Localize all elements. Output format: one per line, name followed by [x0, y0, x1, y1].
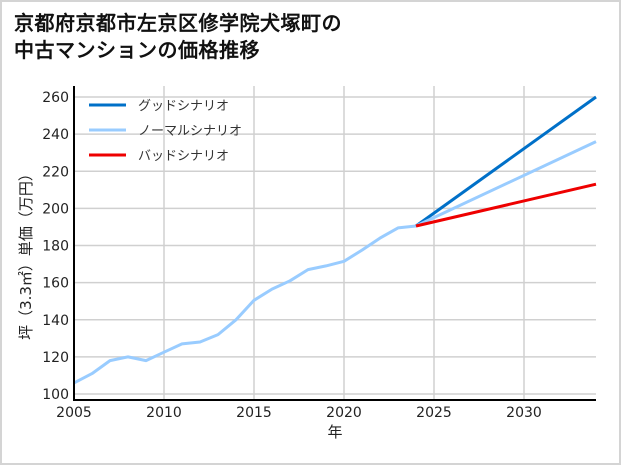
x-tick-label: 2025 — [416, 405, 452, 421]
legend-label-2: バッドシナリオ — [138, 149, 229, 164]
title-line-2: 中古マンションの価格推移 — [14, 38, 260, 62]
y-tick-label: 220 — [42, 164, 69, 180]
y-tick-label: 160 — [42, 276, 69, 292]
chart-title: 京都府京都市左京区修学院犬塚町の 中古マンションの価格推移 — [14, 10, 342, 64]
series-line-1 — [415, 95, 597, 228]
y-tick-label: 180 — [42, 239, 69, 255]
x-tick-label: 2010 — [146, 405, 182, 421]
y-tick-label: 140 — [42, 313, 69, 329]
legend-label-1: ノーマルシナリオ — [138, 124, 242, 139]
series-line-0 — [73, 224, 417, 385]
y-tick-label: 260 — [42, 90, 69, 106]
series-line-3 — [415, 182, 597, 228]
y-tick-label: 240 — [42, 127, 69, 143]
x-tick-label: 2020 — [326, 405, 362, 421]
y-axis-label: 坪（3.3㎡）単価（万円） — [17, 166, 35, 340]
x-tick-label: 2005 — [56, 405, 92, 421]
y-tick-label: 200 — [42, 201, 69, 217]
x-tick-label: 2015 — [236, 405, 272, 421]
x-tick-label: 2030 — [506, 405, 542, 421]
series-line-2 — [415, 140, 597, 228]
x-axis-label: 年 — [327, 423, 342, 441]
legend-label-0: グッドシナリオ — [138, 99, 229, 114]
y-tick-label: 120 — [42, 350, 69, 366]
y-tick-label: 100 — [42, 387, 69, 403]
title-line-1: 京都府京都市左京区修学院犬塚町の — [14, 11, 342, 35]
